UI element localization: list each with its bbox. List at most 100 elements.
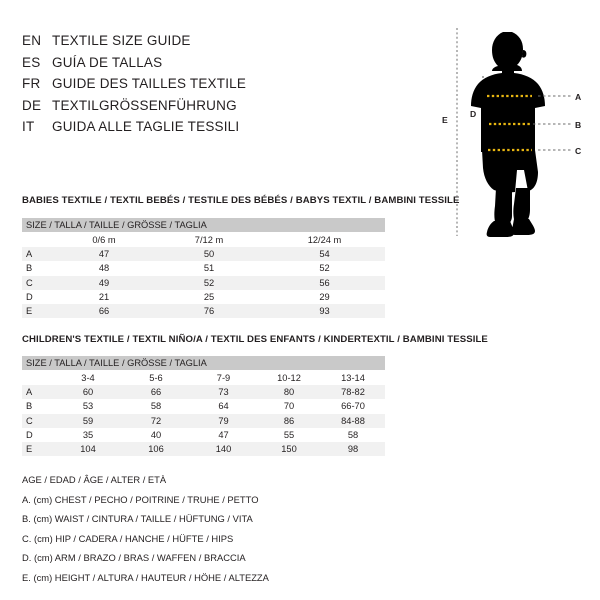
- language-row-es: ES GUÍA DE TALLAS: [22, 52, 422, 74]
- children-cell-d-4: 58: [347, 429, 359, 440]
- babies-cell-e-0: 66: [54, 304, 154, 319]
- child-silhouette-diagram: [456, 28, 572, 237]
- children-cell-e-3: 150: [257, 442, 321, 457]
- measurement-figure-panel: A B C D E: [420, 20, 600, 240]
- babies-cell-d-1: 25: [203, 291, 215, 302]
- language-title-en: TEXTILE SIZE GUIDE: [52, 33, 191, 48]
- babies-header-corner: [22, 233, 54, 247]
- children-cell-c-0: 59: [54, 413, 122, 428]
- language-row-en: EN TEXTILE SIZE GUIDE: [22, 30, 422, 52]
- children-cell-b-1: 58: [150, 401, 162, 412]
- babies-col-header-1: 7/12 m: [194, 235, 224, 245]
- children-cell-b-3: 70: [283, 401, 295, 412]
- babies-col-header-2: 12/24 m: [307, 235, 342, 245]
- table-row: B 48 51 52: [22, 261, 385, 275]
- babies-cell-e-2: 93: [264, 304, 385, 319]
- babies-cell-c-2: 56: [264, 275, 385, 290]
- legend-line-age: AGE / EDAD / ÂGE / ALTER / ETÀ: [22, 474, 167, 485]
- babies-row-key-b: B: [26, 263, 33, 274]
- children-cell-d-3: 55: [283, 429, 295, 440]
- children-row-key-b: B: [26, 401, 33, 412]
- children-row-key-a: A: [22, 385, 54, 400]
- babies-cell-b-0: 48: [98, 263, 110, 274]
- table-row: E 66 76 93: [22, 304, 385, 319]
- babies-cell-c-1: 52: [154, 275, 264, 290]
- children-cell-b-4: 66-70: [341, 401, 365, 412]
- children-row-key-d: D: [26, 429, 33, 440]
- figure-label-e: E: [442, 115, 448, 125]
- children-cell-e-2: 140: [190, 442, 257, 457]
- figure-label-c: C: [575, 146, 582, 156]
- babies-size-band: SIZE / TALLA / TAILLE / GRÖSSE / TAGLIA: [22, 218, 385, 232]
- children-cell-e-1: 106: [122, 442, 190, 457]
- language-title-es: GUÍA DE TALLAS: [52, 54, 163, 70]
- children-cell-d-0: 35: [82, 429, 94, 440]
- children-cell-c-3: 86: [257, 413, 321, 428]
- babies-cell-b-1: 51: [203, 263, 215, 274]
- children-cell-a-1: 66: [122, 385, 190, 400]
- figure-label-d: D: [470, 109, 477, 119]
- legend-line-b-waist: B. (cm) WAIST / CINTURA / TAILLE / HÜFTU…: [22, 513, 253, 524]
- measurement-legend: AGE / EDAD / ÂGE / ALTER / ETÀ A. (cm) C…: [22, 470, 269, 587]
- babies-cell-a-2: 54: [264, 247, 385, 262]
- legend-line-d-arm: D. (cm) ARM / BRAZO / BRAS / WAFFEN / BR…: [22, 552, 246, 563]
- children-cell-a-0: 60: [54, 385, 122, 400]
- language-title-it: GUIDA ALLE TAGLIE TESSILI: [52, 119, 240, 134]
- children-cell-a-3: 80: [257, 385, 321, 400]
- table-row: A 47 50 54: [22, 247, 385, 262]
- figure-label-a: A: [575, 92, 582, 102]
- children-cell-d-1: 40: [150, 429, 162, 440]
- children-cell-c-4: 84-88: [321, 413, 385, 428]
- legend-line-a-chest: A. (cm) CHEST / PECHO / POITRINE / TRUHE…: [22, 493, 259, 505]
- babies-cell-c-0: 49: [54, 275, 154, 290]
- language-code-es: ES: [22, 54, 41, 70]
- children-row-key-e: E: [22, 442, 54, 457]
- figure-label-b: B: [575, 120, 582, 130]
- children-row-key-c: C: [22, 413, 54, 428]
- babies-cell-b-2: 52: [319, 263, 330, 274]
- children-cell-e-4: 98: [321, 442, 385, 457]
- language-row-de: DE TEXTILGRÖSSENFÜHRUNG: [22, 95, 422, 117]
- language-row-fr: FR GUIDE DES TAILLES TEXTILE: [22, 73, 422, 95]
- table-row: A 60 66 73 80 78-82: [22, 385, 385, 400]
- language-title-de: TEXTILGRÖSSENFÜHRUNG: [52, 97, 237, 113]
- language-code-it: IT: [22, 119, 35, 134]
- legend-line-c-hip: C. (cm) HIP / CADERA / HANCHE / HÜFTE / …: [22, 532, 234, 544]
- table-row: D 21 25 29: [22, 290, 385, 304]
- babies-row-key-d: D: [26, 291, 33, 302]
- language-row-it: IT GUIDA ALLE TAGLIE TESSILI: [22, 116, 422, 138]
- babies-cell-d-0: 21: [98, 291, 110, 302]
- children-cell-e-0: 104: [54, 442, 122, 457]
- children-size-table: 3-4 5-6 7-9 10-12 13-14 A 60 66 73 80 78…: [22, 371, 385, 457]
- children-section-title: CHILDREN'S TEXTILE / TEXTIL NIÑO/A / TEX…: [22, 334, 488, 345]
- language-code-fr: FR: [22, 76, 41, 91]
- babies-col-header-0: 0/6 m: [92, 235, 116, 245]
- children-column-header-row: 3-4 5-6 7-9 10-12 13-14: [22, 371, 385, 385]
- table-row: C 59 72 79 86 84-88: [22, 413, 385, 428]
- children-cell-b-2: 64: [218, 401, 229, 412]
- children-col-header-4: 13-14: [341, 373, 365, 383]
- table-row: C 49 52 56: [22, 275, 385, 290]
- babies-column-header-row: 0/6 m 7/12 m 12/24 m: [22, 233, 385, 247]
- babies-row-key-c: C: [22, 275, 54, 290]
- children-col-header-1: 5-6: [149, 373, 163, 383]
- babies-cell-a-0: 47: [54, 247, 154, 262]
- children-cell-c-2: 79: [190, 413, 257, 428]
- language-title-block: EN TEXTILE SIZE GUIDE ES GUÍA DE TALLAS …: [22, 30, 422, 138]
- babies-cell-e-1: 76: [154, 304, 264, 319]
- children-cell-a-4: 78-82: [321, 385, 385, 400]
- children-col-header-2: 7-9: [216, 373, 231, 383]
- children-col-header-3: 10-12: [277, 373, 301, 383]
- babies-size-table: 0/6 m 7/12 m 12/24 m A 47 50 54 B 48 51 …: [22, 233, 385, 319]
- babies-section-title: BABIES TEXTILE / TEXTIL BEBÉS / TESTILE …: [22, 195, 460, 206]
- table-row: E 104 106 140 150 98: [22, 442, 385, 457]
- language-title-fr: GUIDE DES TAILLES TEXTILE: [52, 76, 247, 91]
- children-col-header-0: 3-4: [81, 373, 95, 383]
- children-cell-c-1: 72: [122, 413, 190, 428]
- children-header-corner: [22, 371, 54, 385]
- babies-cell-a-1: 50: [154, 247, 264, 262]
- table-row: D 35 40 47 55 58: [22, 428, 385, 442]
- children-cell-d-2: 47: [218, 429, 229, 440]
- language-code-en: EN: [22, 33, 42, 48]
